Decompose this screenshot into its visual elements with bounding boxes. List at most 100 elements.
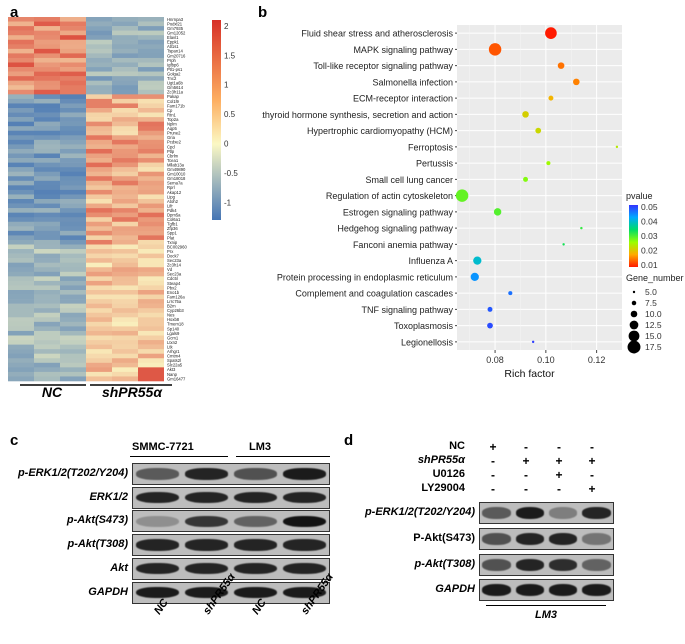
heatmap-cell — [86, 194, 112, 200]
heatmap-cell — [60, 194, 86, 200]
heatmap-cell — [8, 271, 34, 277]
heatmap-cell — [138, 130, 164, 136]
heatmap-cell — [112, 194, 138, 200]
heatmap-cell — [86, 35, 112, 41]
heatmap-cell — [112, 85, 138, 91]
heatmap-cell — [138, 53, 164, 59]
heatmap-cell — [34, 258, 60, 263]
blot-row-label: p-Akt(T308) — [67, 538, 128, 551]
heatmap-cell — [138, 135, 164, 141]
gene-label: Slc22a5 — [167, 363, 183, 368]
heatmap-cell — [138, 262, 164, 268]
heatmap-cell — [112, 89, 138, 95]
protein-band — [515, 507, 545, 519]
protein-band — [136, 468, 179, 480]
heatmap-cell — [112, 226, 138, 232]
heatmap-cell — [86, 253, 112, 259]
gene-label: Ltk — [167, 344, 173, 349]
heatmap-cell — [34, 367, 60, 373]
heatmap-cell — [138, 367, 164, 373]
heatmap-cell — [60, 117, 86, 122]
heatmap-cell — [86, 130, 112, 136]
legend-tick-label: 2 — [224, 22, 229, 31]
heatmap-cell — [8, 67, 34, 72]
heatmap-cell — [138, 199, 164, 204]
heatmap-cell — [60, 290, 86, 295]
protein-band — [515, 584, 545, 596]
heatmap-cell — [34, 44, 60, 50]
heatmap-cell — [34, 135, 60, 141]
size-legend-dot — [629, 320, 639, 330]
heatmap-cell — [138, 57, 164, 63]
heatmap-cell — [8, 199, 34, 204]
treatment-sign: + — [588, 482, 596, 496]
gene-label: Col6a1 — [167, 217, 181, 222]
gene-label: Akt3 — [167, 367, 176, 372]
heatmap-cell — [86, 321, 112, 327]
heatmap-cell — [112, 112, 138, 118]
heatmap-cell — [60, 167, 86, 172]
treatment-sign: - — [491, 454, 495, 468]
heatmap-cell — [34, 267, 60, 273]
blot-row-label: GAPDH — [435, 583, 475, 595]
heatmap-cell — [8, 330, 34, 336]
x-axis-title: Rich factor — [504, 368, 555, 380]
heatmap-cell — [60, 226, 86, 232]
heatmap-cell — [8, 48, 34, 54]
heatmap-cell — [34, 139, 60, 145]
heatmap-cell — [86, 189, 112, 195]
blot-row-label: Akt — [110, 561, 128, 574]
heatmap-cell — [60, 148, 86, 154]
heatmap-cell — [138, 203, 164, 209]
treatment-sign: - — [491, 482, 495, 496]
heatmap-cell — [60, 353, 86, 359]
pathway-dot — [545, 27, 557, 39]
heatmap-cell — [138, 39, 164, 45]
heatmap-cell — [8, 30, 34, 36]
heatmap-cell — [60, 62, 86, 68]
heatmap-cell — [34, 212, 60, 218]
heatmap-cell — [8, 212, 34, 218]
heatmap-cell — [112, 335, 138, 341]
heatmap-cell — [34, 148, 60, 154]
x-tick-label: 0.08 — [486, 355, 504, 365]
heatmap-cell — [60, 330, 86, 336]
heatmap-cell — [34, 194, 60, 200]
heatmap-cell — [138, 94, 164, 100]
heatmap-cell — [112, 199, 138, 204]
heatmap-cell — [86, 85, 112, 91]
heatmap-cell — [86, 317, 112, 323]
size-legend-dot — [628, 330, 640, 342]
heatmap-cell — [60, 253, 86, 259]
gene-label: Cp — [167, 108, 173, 113]
heatmap-cell — [138, 349, 164, 354]
heatmap-cell — [112, 162, 138, 168]
heatmap-cell — [34, 153, 60, 159]
heatmap-cell — [138, 35, 164, 41]
protein-band — [234, 515, 277, 527]
heatmap-cell — [8, 217, 34, 223]
heatmap-cell — [8, 303, 34, 309]
heatmap-cell — [86, 21, 112, 27]
size-legend-dot — [627, 340, 641, 354]
pathway-dot — [573, 78, 580, 86]
panel-label-a: a — [10, 4, 19, 21]
heatmap-cell — [34, 280, 60, 286]
heatmap-cell — [60, 317, 86, 323]
heatmap-cell — [112, 208, 138, 213]
heatmap-cell — [112, 244, 138, 250]
heatmap-cell — [60, 344, 86, 350]
heatmap-cell — [138, 362, 164, 368]
heatmap-cell — [86, 180, 112, 186]
protein-band — [548, 584, 578, 596]
pathway-dot — [487, 322, 493, 329]
heatmap-cell — [138, 299, 164, 304]
protein-band — [283, 492, 326, 504]
heatmap-cell — [138, 153, 164, 159]
gene-label: B2m — [167, 304, 176, 309]
heatmap-cell — [34, 349, 60, 354]
legend-tick-label: -1 — [224, 198, 232, 207]
protein-band — [582, 559, 611, 571]
heatmap-cell — [8, 290, 34, 295]
heatmap-cell — [8, 117, 34, 122]
